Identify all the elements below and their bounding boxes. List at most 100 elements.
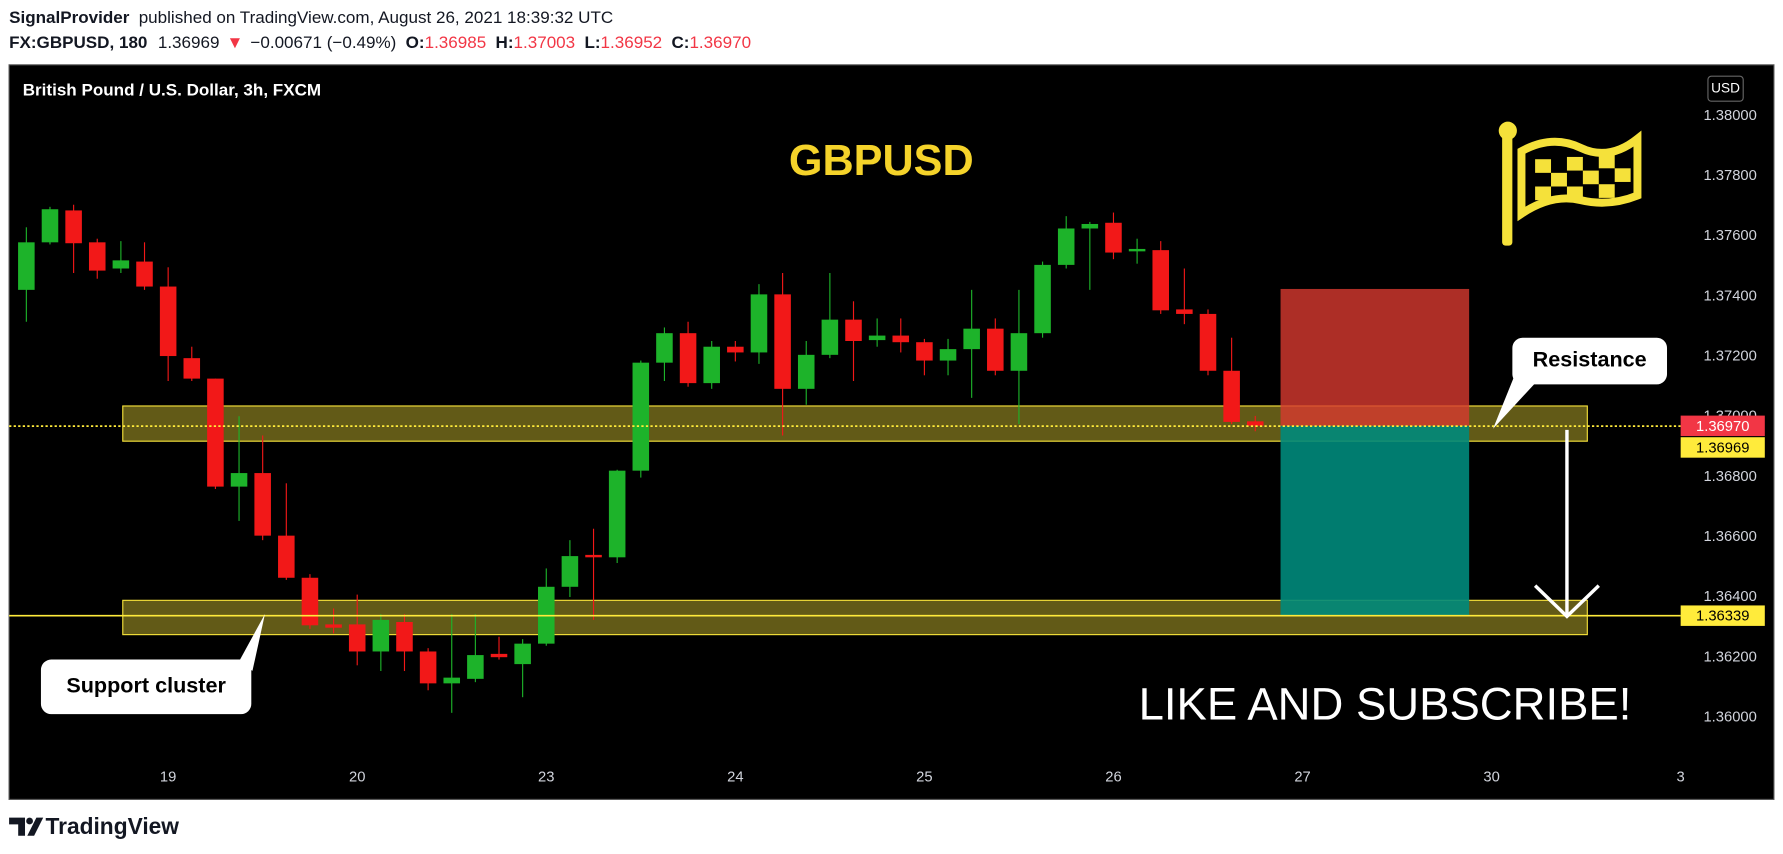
candle-body — [490, 653, 508, 658]
candle-body — [1199, 313, 1217, 371]
candle-body — [159, 286, 177, 357]
currency[interactable]: USD — [1711, 80, 1740, 95]
candle-body — [65, 210, 82, 244]
candle-body — [1010, 333, 1028, 371]
candle-body — [821, 319, 839, 355]
chart-panel — [8, 64, 1775, 800]
candle-body — [585, 554, 602, 558]
candle-body — [1057, 228, 1075, 265]
x-tick-label: 23 — [538, 770, 554, 786]
support-callout: Support cluster — [40, 614, 265, 715]
x-tick-label: 25 — [916, 770, 932, 786]
candle-body — [868, 335, 886, 341]
ohlc-key: H: — [496, 33, 514, 52]
candle-body — [632, 362, 650, 471]
x-tick-label: 24 — [727, 770, 743, 786]
candle-body — [608, 470, 626, 558]
candle-body — [727, 346, 744, 353]
candle-body — [916, 342, 933, 361]
brand: TradingView — [45, 813, 179, 839]
y-tick-label: 1.36800 — [1703, 469, 1756, 485]
candle-body — [183, 358, 201, 379]
candle-body — [774, 294, 791, 389]
candle-body — [278, 535, 295, 578]
y-tick-label: 1.37800 — [1703, 168, 1756, 184]
candle-body — [892, 335, 910, 343]
candle-body — [1034, 264, 1051, 334]
callout-label: Support cluster — [66, 673, 226, 698]
candle-body — [467, 655, 484, 679]
candle-body — [1105, 222, 1122, 253]
candle-body — [301, 577, 319, 626]
ohlc-key: C: — [671, 33, 689, 52]
legend: British Pound / U.S. Dollar, 3h, FXCM — [23, 80, 321, 99]
y-tick-label: 1.36400 — [1703, 589, 1756, 605]
candle-body — [750, 294, 768, 353]
candle-body — [561, 556, 579, 587]
price-tag-label: 1.36970 — [1696, 419, 1749, 435]
candle-body — [1128, 248, 1146, 252]
candle-body — [987, 328, 1004, 371]
candle-body — [254, 473, 271, 536]
symbol: FX:GBPUSD, 180 — [9, 33, 147, 52]
candle-body — [112, 260, 130, 269]
price-tag — [1680, 437, 1765, 458]
candle-body — [703, 346, 720, 384]
ohlc-value: 1.36952 — [601, 33, 663, 52]
price-tag — [1680, 605, 1765, 626]
candle-body — [18, 242, 35, 290]
candle-body — [88, 242, 106, 271]
publisher: SignalProvider — [9, 8, 130, 27]
candle-body — [514, 643, 531, 665]
stop-zone — [1280, 288, 1470, 426]
candle-body — [325, 624, 342, 628]
x-tick-label: 20 — [349, 770, 365, 786]
x-tick-label: 26 — [1105, 770, 1121, 786]
candle-body — [1246, 421, 1264, 426]
candle-body — [1081, 223, 1099, 229]
target-zone — [1280, 425, 1470, 617]
candle-body — [797, 354, 815, 389]
header-line: SignalProvider published on TradingView.… — [9, 8, 613, 27]
candle-body — [1223, 370, 1240, 422]
candle-body — [230, 473, 248, 487]
y-tick-label: 1.37600 — [1703, 228, 1756, 244]
candle-body — [396, 621, 413, 652]
candle-body — [372, 619, 390, 652]
call-to-action: LIKE AND SUBSCRIBE! — [1139, 678, 1632, 729]
ohlc-value: 1.37003 — [514, 33, 576, 52]
ohlc-key: L: — [584, 33, 600, 52]
candle-body — [845, 319, 862, 342]
y-tick-label: 1.37200 — [1703, 349, 1756, 365]
candle-body — [348, 624, 366, 652]
resistance-callout: Resistance — [1493, 337, 1668, 429]
last-price: 1.36969 — [158, 33, 220, 52]
footer-logo: TradingView — [9, 813, 179, 839]
price-tag — [1680, 415, 1765, 437]
ohlc-value: 1.36985 — [425, 33, 487, 52]
flag-icon — [1498, 121, 1642, 246]
candle-body — [207, 378, 224, 487]
ohlc-key: O: — [406, 33, 425, 52]
change-arrow: ▼ — [226, 33, 243, 52]
x-tick-label: 3 — [1677, 770, 1685, 786]
price-tag-label: 1.36969 — [1696, 440, 1749, 456]
callout-label: Resistance — [1533, 347, 1647, 372]
currency-box[interactable] — [1707, 75, 1744, 102]
y-tick-label: 1.36600 — [1703, 529, 1756, 545]
symbol-line: FX:GBPUSD, 180 1.36969 ▼ −0.00671 (−0.49… — [9, 33, 751, 52]
candle-body — [939, 349, 957, 361]
candle-body — [963, 328, 980, 350]
candle-body — [679, 333, 697, 384]
candle-body — [136, 261, 153, 287]
x-tick-label: 19 — [160, 770, 176, 786]
candle-body — [656, 333, 673, 363]
y-tick-label: 1.37400 — [1703, 288, 1756, 304]
down-arrow — [1533, 429, 1600, 619]
ohlc-value: 1.36970 — [689, 33, 751, 52]
plot: 1.360001.362001.364001.366001.368001.370… — [9, 108, 1765, 786]
y-tick-label: 1.38000 — [1703, 108, 1756, 124]
candle-body — [41, 209, 59, 243]
x-tick-label: 30 — [1483, 770, 1499, 786]
